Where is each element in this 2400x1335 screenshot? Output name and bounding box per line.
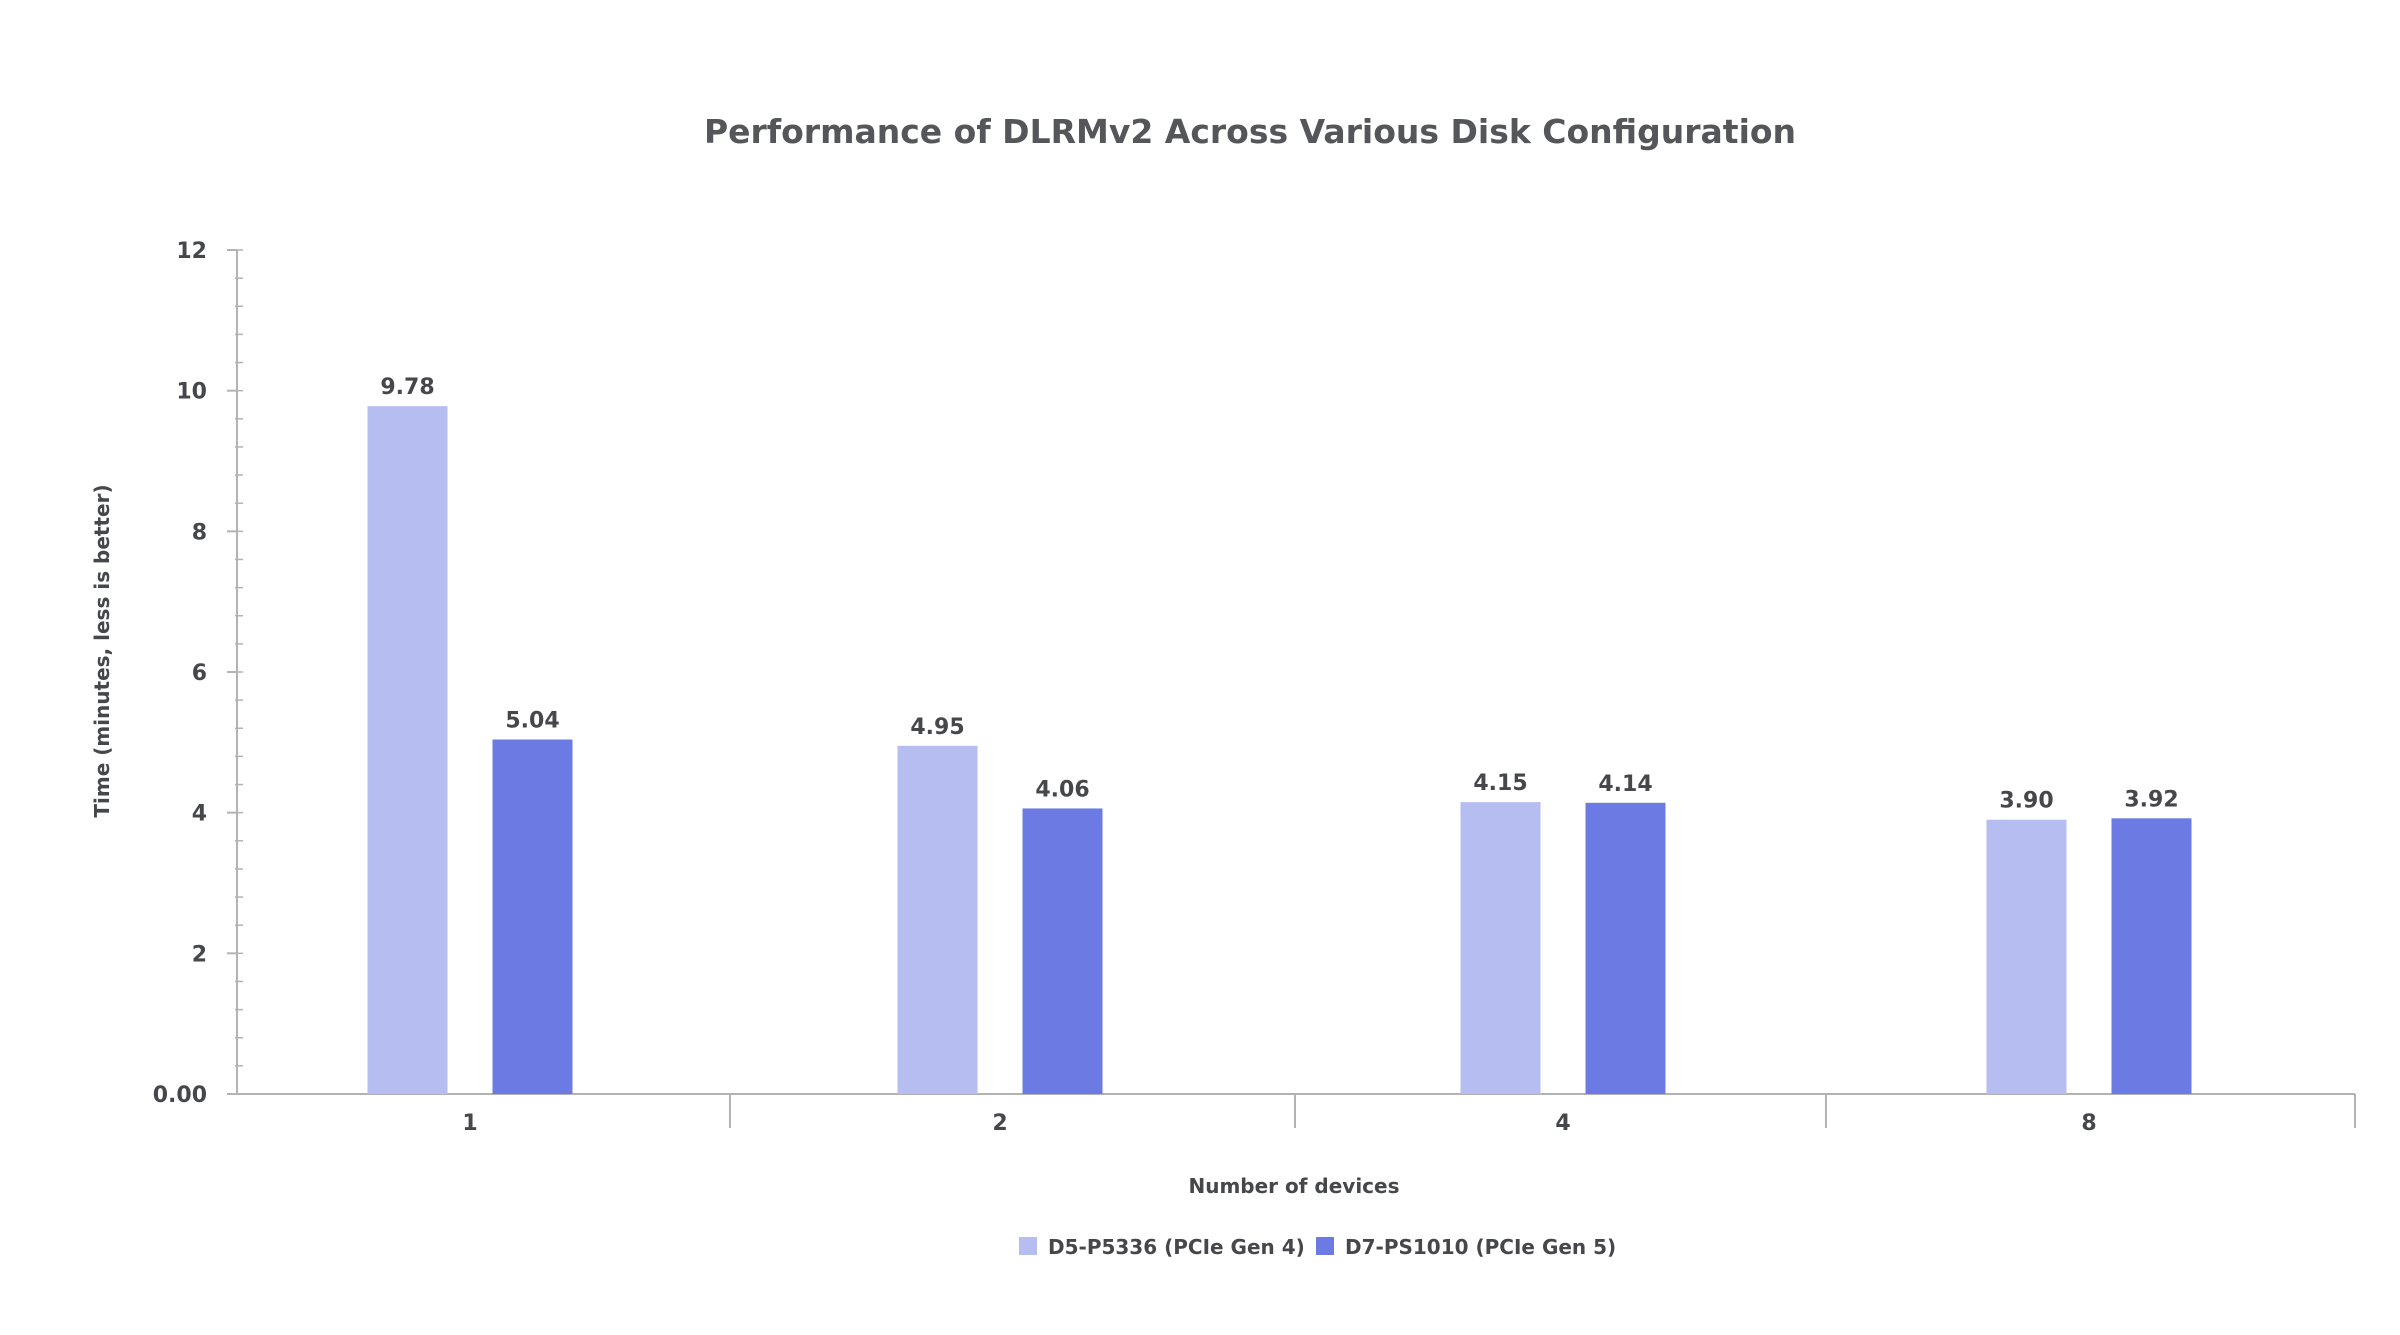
bar-series-1-cat-8	[1986, 819, 2067, 1094]
y-tick-label: 4	[192, 802, 207, 827]
data-label: 4.06	[1035, 777, 1089, 802]
bar-series-1-cat-2	[897, 745, 978, 1094]
data-label: 3.92	[2124, 787, 2178, 812]
data-label: 4.14	[1598, 772, 1652, 797]
x-tick-label: 8	[2081, 1111, 2096, 1136]
legend: D5-P5336 (PCIe Gen 4) D7-PS1010 (PCIe Gen…	[1019, 1235, 1616, 1259]
legend-label: D5-P5336 (PCIe Gen 4)	[1048, 1235, 1305, 1259]
y-tick-label: 0.00	[153, 1083, 207, 1108]
y-tick-label: 10	[176, 380, 207, 405]
y-tick-label: 12	[176, 239, 207, 264]
bar-series-2-cat-8	[2111, 818, 2192, 1094]
y-tick-label: 8	[192, 520, 207, 545]
x-tick-label: 4	[1555, 1111, 1570, 1136]
bar-series-1-cat-4	[1460, 802, 1541, 1094]
x-axis-title: Number of devices	[1188, 1174, 1399, 1198]
x-tick-label: 2	[992, 1111, 1007, 1136]
data-labels: 9.78 4.95 4.15 3.90 5.04 4.06 4.14 3.92	[380, 375, 2178, 814]
y-tick-label: 2	[192, 942, 207, 967]
legend-swatch	[1019, 1237, 1037, 1255]
x-tick-label: 1	[462, 1111, 477, 1136]
data-label: 3.90	[1999, 789, 2053, 814]
bar-series-2-cat-1	[492, 739, 573, 1094]
data-label: 4.95	[910, 715, 964, 740]
data-label: 5.04	[505, 709, 559, 734]
bars	[367, 406, 2192, 1094]
legend-label: D7-PS1010 (PCIe Gen 5)	[1345, 1235, 1616, 1259]
y-axis-title: Time (minutes, less is better)	[90, 484, 114, 817]
bar-series-1-cat-1	[367, 406, 448, 1094]
bar-series-2-cat-2	[1022, 808, 1103, 1094]
bar-series-2-cat-4	[1585, 802, 1666, 1094]
data-label: 9.78	[380, 375, 434, 400]
chart-title: Performance of DLRMv2 Across Various Dis…	[704, 112, 1796, 151]
y-tick-label: 6	[192, 661, 207, 686]
legend-swatch	[1316, 1237, 1334, 1255]
data-label: 4.15	[1473, 771, 1527, 796]
